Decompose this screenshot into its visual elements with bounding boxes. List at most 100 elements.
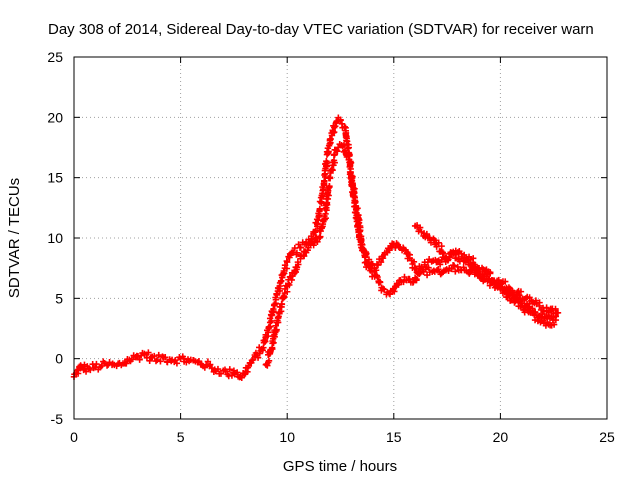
data-point [436, 261, 444, 268]
data-point [487, 270, 494, 277]
data-point [526, 294, 533, 301]
data-point [506, 288, 514, 296]
data-point [317, 233, 324, 240]
data-point [379, 254, 387, 262]
data-point [265, 357, 273, 365]
data-point [454, 263, 461, 271]
data-point [545, 309, 553, 316]
data-point [325, 148, 332, 155]
data-point [291, 244, 299, 252]
y-tick-label: 0 [55, 351, 63, 367]
data-point [96, 364, 104, 371]
data-point [410, 258, 418, 265]
data-point [217, 370, 225, 377]
data-point [373, 260, 381, 268]
data-point [395, 243, 403, 251]
y-tick-label: 5 [55, 290, 63, 306]
data-point [341, 123, 348, 131]
data-point [206, 361, 214, 368]
y-tick-label: 25 [47, 49, 63, 65]
data-point [146, 357, 153, 365]
data-point [233, 369, 241, 376]
data-point [343, 138, 351, 145]
data-point [427, 239, 435, 246]
data-point [327, 135, 334, 143]
data-point [151, 352, 158, 360]
data-point [295, 261, 302, 268]
data-point [391, 288, 398, 295]
series-1 [70, 114, 560, 381]
data-point [549, 316, 557, 324]
data-point [332, 123, 339, 130]
data-point [293, 249, 301, 256]
data-point [461, 267, 468, 274]
data-point [313, 220, 321, 227]
data-point [297, 244, 304, 251]
data-point [517, 295, 524, 302]
data-point [208, 364, 216, 372]
y-tick-label: -5 [51, 411, 64, 427]
data-point [145, 349, 152, 356]
data-point [380, 286, 388, 293]
data-point [359, 241, 366, 248]
data-point [365, 256, 373, 263]
data-point [136, 356, 143, 363]
plot-frame [73, 56, 608, 420]
x-tick-label: 10 [279, 429, 295, 445]
data-point [499, 280, 506, 287]
data-point [226, 366, 233, 373]
y-tick-label: 10 [47, 230, 63, 246]
data-point [401, 273, 408, 281]
data-point [162, 354, 169, 361]
data-point [448, 265, 455, 273]
data-point [553, 309, 560, 317]
data-point [376, 278, 384, 285]
data-point [128, 356, 136, 363]
data-point [465, 253, 473, 261]
y-tick-label: 15 [47, 170, 63, 186]
data-point [90, 364, 97, 372]
data-point [82, 368, 90, 375]
data-point [201, 364, 209, 371]
data-points [70, 114, 562, 381]
data-point [480, 270, 488, 278]
data-point [87, 366, 94, 374]
data-point [550, 321, 558, 328]
data-point [349, 181, 357, 189]
data-point [84, 363, 91, 370]
data-point [283, 257, 290, 265]
chart-title: Day 308 of 2014, Sidereal Day-to-day VTE… [48, 21, 594, 38]
data-point [283, 265, 291, 272]
data-point [543, 304, 550, 311]
data-point [421, 258, 429, 266]
data-point [376, 255, 383, 263]
y-axis-label: SDTVAR / TECUs [6, 178, 23, 298]
data-point [351, 197, 359, 204]
data-point [417, 269, 424, 276]
data-point [321, 177, 328, 185]
data-point [132, 353, 139, 361]
x-tick-label: 0 [70, 429, 78, 445]
data-point [248, 357, 256, 364]
data-point [349, 173, 356, 180]
data-point [270, 339, 277, 346]
data-point [195, 357, 203, 365]
data-point [517, 288, 525, 295]
data-point [270, 307, 277, 315]
data-point [323, 199, 331, 206]
data-point [214, 365, 222, 373]
data-point [173, 360, 181, 367]
x-tick-label: 20 [493, 429, 509, 445]
data-point [238, 374, 245, 381]
data-point [354, 205, 361, 212]
tick-labels: 0 5 10 15 20 25 -5 0 5 10 15 20 25 [47, 49, 615, 445]
data-point [222, 368, 230, 375]
data-point [323, 157, 330, 165]
data-point [458, 253, 466, 261]
data-point [536, 299, 543, 306]
data-point [283, 288, 291, 295]
data-point [372, 267, 380, 274]
data-point [471, 261, 478, 268]
data-point [157, 358, 164, 365]
data-point [416, 224, 424, 231]
